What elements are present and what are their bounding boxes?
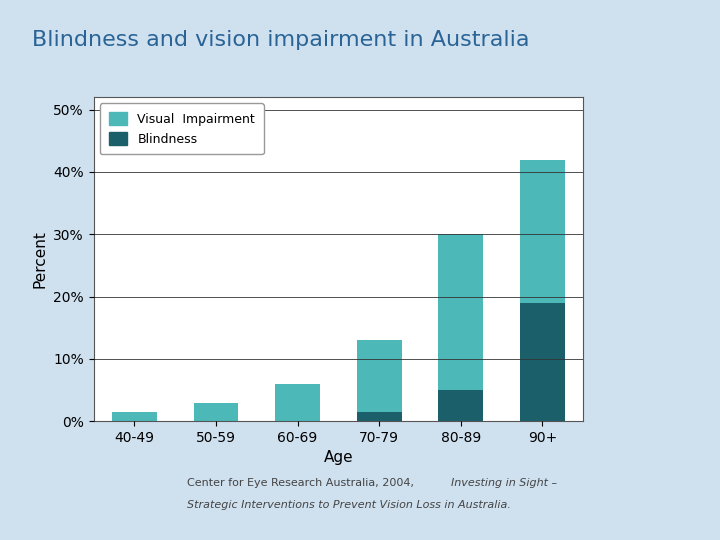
Text: Center for Eye Research Australia, 2004,: Center for Eye Research Australia, 2004, — [187, 478, 418, 488]
Bar — [438, 234, 483, 390]
Legend: Visual  Impairment, Blindness: Visual Impairment, Blindness — [100, 104, 264, 154]
Bar — [194, 402, 238, 421]
Bar — [357, 412, 402, 421]
Bar — [357, 340, 402, 412]
Bar — [438, 390, 483, 421]
Bar — [520, 159, 564, 303]
Bar — [112, 412, 157, 421]
Text: Strategic Interventions to Prevent Vision Loss in Australia.: Strategic Interventions to Prevent Visio… — [187, 500, 511, 510]
Text: Investing in Sight –: Investing in Sight – — [451, 478, 557, 488]
Bar — [520, 303, 564, 421]
Text: Blindness and vision impairment in Australia: Blindness and vision impairment in Austr… — [32, 30, 530, 50]
X-axis label: Age: Age — [323, 450, 354, 465]
Bar — [275, 384, 320, 421]
Y-axis label: Percent: Percent — [32, 230, 48, 288]
